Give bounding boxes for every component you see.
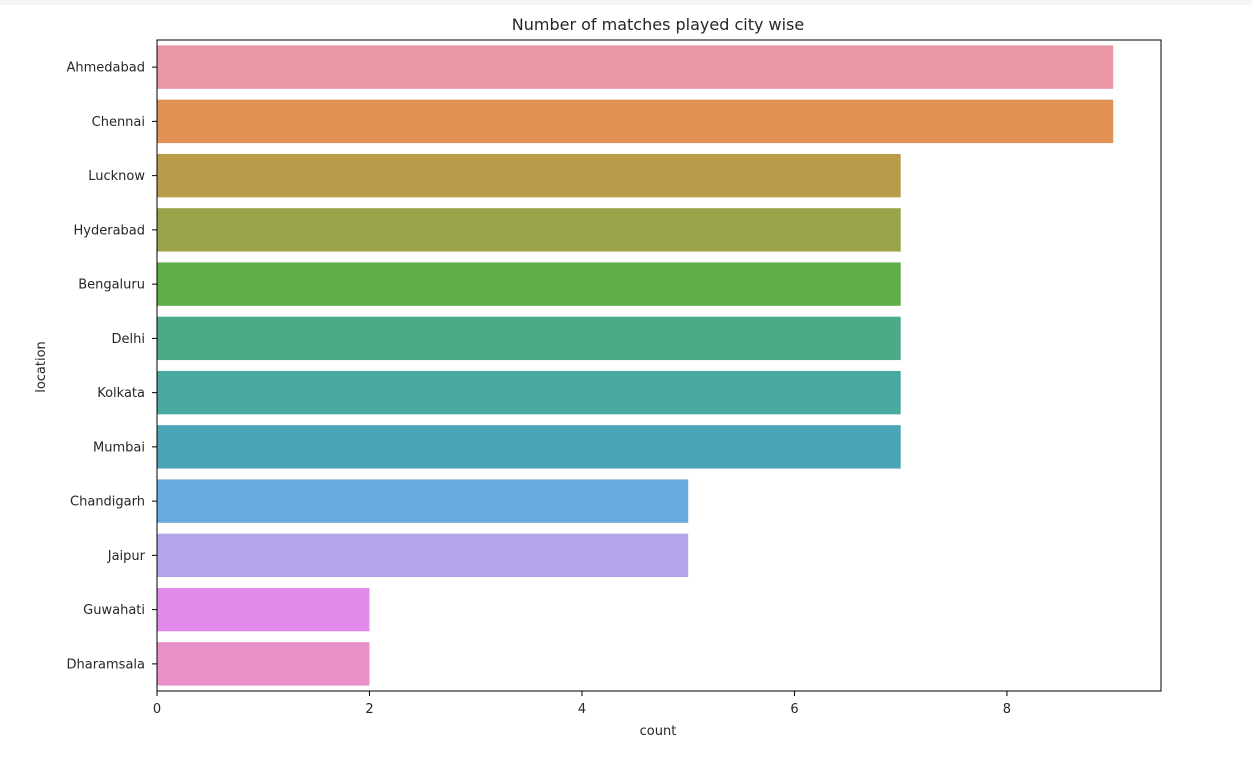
- x-tick-label-4: 4: [578, 702, 586, 717]
- y-tick-label-ahmedabad: Ahmedabad: [67, 61, 145, 76]
- plot-frame: [156, 39, 1162, 692]
- bar-dharamsala: [157, 642, 370, 686]
- y-tick-label-chennai: Chennai: [92, 115, 145, 130]
- bars-group: [157, 45, 1114, 686]
- bar-ahmedabad: [157, 45, 1114, 89]
- bar-jaipur: [157, 533, 689, 578]
- y-tick-label-mumbai: Mumbai: [93, 440, 145, 455]
- y-tick-label-chandigarh: Chandigarh: [70, 495, 145, 510]
- bar-chennai: [157, 99, 1114, 144]
- bar-hyderabad: [157, 208, 901, 252]
- bar-guwahati: [157, 587, 370, 632]
- y-tick-label-lucknow: Lucknow: [88, 169, 145, 184]
- window-top-strip: [0, 0, 1252, 5]
- y-tick-label-delhi: Delhi: [112, 332, 145, 347]
- bar-mumbai: [157, 425, 901, 469]
- y-tick-label-bengaluru: Bengaluru: [78, 278, 145, 293]
- y-ticks-group: Ahmedabad Chennai Lucknow Hyderabad Bengalur…: [66, 61, 157, 672]
- x-ticks-group: 0 2 4 6 8: [153, 691, 1011, 717]
- y-axis-label: location: [34, 341, 49, 393]
- y-tick-label-dharamsala: Dharamsala: [66, 657, 145, 672]
- bar-bengaluru: [157, 262, 901, 306]
- x-tick-label-8: 8: [1003, 702, 1011, 717]
- y-tick-label-jaipur: Jaipur: [107, 549, 146, 564]
- bar-delhi: [157, 316, 901, 361]
- bar-lucknow: [157, 153, 901, 198]
- x-axis-label: count: [640, 724, 677, 739]
- y-tick-label-kolkata: Kolkata: [97, 386, 145, 401]
- x-tick-label-2: 2: [365, 702, 373, 717]
- chart-title: Number of matches played city wise: [512, 15, 804, 34]
- bar-chandigarh: [157, 479, 689, 523]
- x-tick-label-6: 6: [790, 702, 798, 717]
- y-tick-label-guwahati: Guwahati: [83, 603, 145, 618]
- bar-kolkata: [157, 370, 901, 415]
- x-tick-label-0: 0: [153, 702, 161, 717]
- y-tick-label-hyderabad: Hyderabad: [74, 223, 146, 238]
